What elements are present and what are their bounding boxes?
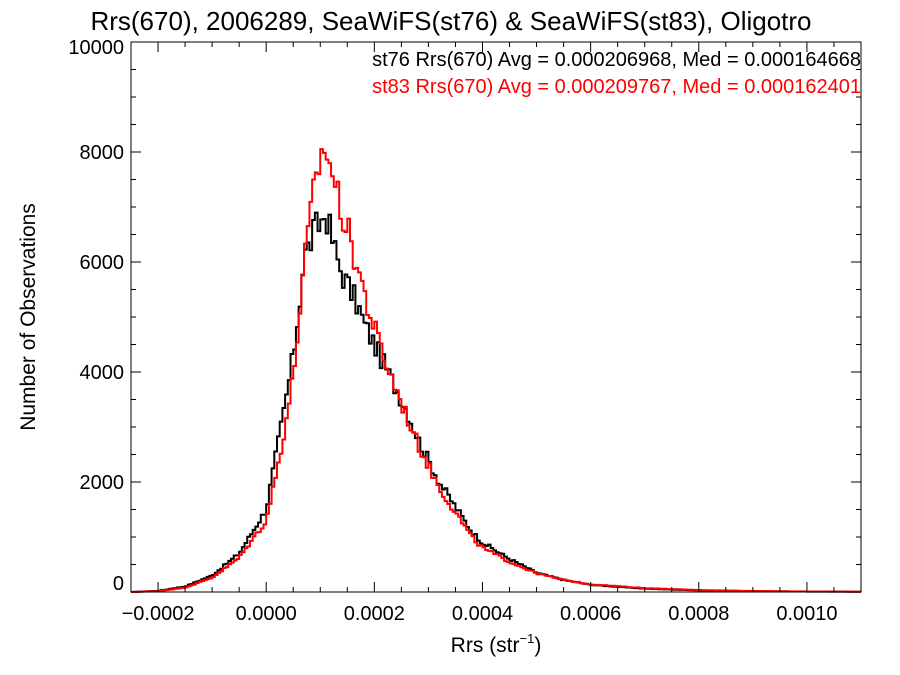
y-axis-title: Number of Observations: [17, 203, 40, 431]
series-line-st83: [131, 148, 861, 593]
y-tick-labels: 0 2000 4000 6000 8000 10000: [68, 37, 124, 595]
series-line-st76: [131, 211, 861, 593]
legend-entry-st83: st83 Rrs(670) Avg = 0.000209767, Med = 0…: [372, 76, 861, 98]
x-axis-title-main: Rrs (str: [451, 634, 520, 657]
plot-series: [131, 148, 861, 593]
x-axis-title-end: ): [534, 634, 541, 657]
x-tick-label-3: 0.0004: [452, 603, 513, 625]
x-tick-label-2: 0.0002: [344, 603, 405, 625]
y-tick-label-5: 10000: [68, 37, 124, 59]
x-tick-label-1: 0.0000: [236, 603, 297, 625]
plot-frame: [130, 41, 862, 593]
x-axis-title: Rrs (str−1): [451, 631, 542, 657]
legend-entry-st76: st76 Rrs(670) Avg = 0.000206968, Med = 0…: [372, 49, 861, 71]
x-tick-label-4: 0.0006: [560, 603, 621, 625]
x-tick-label-0: −0.0002: [122, 603, 195, 625]
axis-ticks: [130, 41, 862, 593]
x-tick-label-5: 0.0008: [668, 603, 729, 625]
chart-title: Rrs(670), 2006289, SeaWiFS(st76) & SeaWi…: [90, 6, 811, 36]
x-tick-labels: −0.0002 0.0000 0.0002 0.0004 0.0006 0.0008 0.0…: [122, 603, 838, 625]
y-tick-label-0: 0: [113, 573, 124, 595]
x-tick-label-6: 0.0010: [776, 603, 837, 625]
y-tick-label-1: 2000: [80, 472, 125, 494]
y-tick-label-4: 8000: [80, 142, 125, 164]
x-axis-title-sup: −1: [520, 631, 535, 646]
y-tick-label-2: 4000: [80, 362, 125, 384]
y-tick-label-3: 6000: [80, 252, 125, 274]
